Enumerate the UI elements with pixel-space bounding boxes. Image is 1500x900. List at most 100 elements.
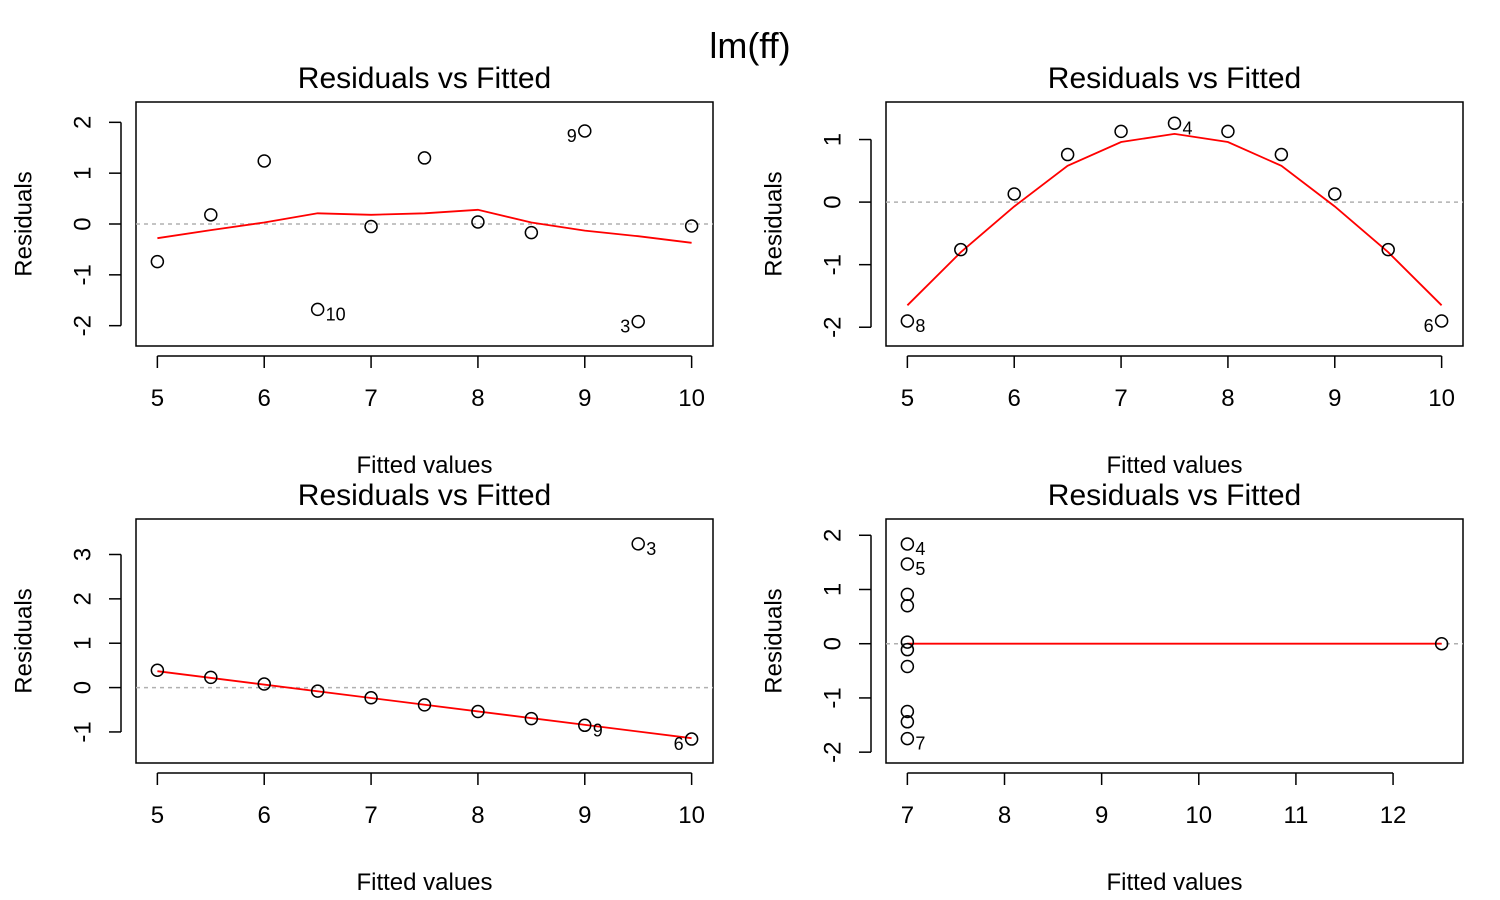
panel-title: Residuals vs Fitted bbox=[1048, 62, 1301, 95]
data-point bbox=[417, 151, 432, 165]
data-point bbox=[684, 732, 699, 746]
x-tick-label: 8 bbox=[1221, 385, 1234, 412]
y-tick-label: 3 bbox=[70, 548, 97, 561]
x-tick-label: 10 bbox=[1428, 385, 1455, 412]
data-point bbox=[204, 208, 218, 222]
data-point bbox=[1274, 147, 1289, 162]
data-point bbox=[471, 704, 485, 719]
figure-title: lm(ff) bbox=[709, 25, 790, 66]
x-tick-label: 9 bbox=[578, 385, 591, 412]
panel-title: Residuals vs Fitted bbox=[1048, 479, 1301, 512]
x-tick-label: 12 bbox=[1380, 802, 1407, 829]
point-label: 4 bbox=[915, 539, 925, 559]
data-point bbox=[524, 225, 539, 240]
x-tick-label: 5 bbox=[901, 385, 914, 412]
data-point bbox=[257, 154, 271, 168]
data-point bbox=[310, 302, 325, 317]
point-label: 5 bbox=[915, 559, 925, 579]
y-tick-label: 1 bbox=[820, 133, 847, 146]
y-axis-label: Residuals bbox=[761, 588, 788, 693]
x-axis-label: Fitted values bbox=[1106, 869, 1242, 896]
point-label: 9 bbox=[567, 126, 577, 146]
x-tick-label: 9 bbox=[1095, 802, 1108, 829]
point-label: 7 bbox=[915, 734, 925, 754]
data-point bbox=[900, 659, 915, 674]
data-point bbox=[1167, 116, 1182, 131]
point-label: 6 bbox=[1424, 316, 1434, 336]
y-tick-label: 0 bbox=[70, 681, 97, 694]
x-tick-label: 5 bbox=[151, 802, 164, 829]
x-tick-label: 10 bbox=[1185, 802, 1212, 829]
x-tick-label: 6 bbox=[258, 385, 271, 412]
panel-1: Residuals vs Fitted 5 6 7 8 9 10 -2 -1 0 1 2 Fitted … bbox=[11, 62, 714, 479]
x-tick-label: 10 bbox=[678, 802, 705, 829]
x-tick-label: 5 bbox=[151, 385, 164, 412]
y-tick-label: -1 bbox=[70, 721, 97, 742]
data-point bbox=[364, 219, 378, 234]
data-point bbox=[310, 684, 325, 698]
plot-frame bbox=[885, 101, 1464, 347]
data-point bbox=[900, 635, 915, 649]
y-tick-label: 1 bbox=[820, 583, 847, 596]
y-tick-label: -1 bbox=[70, 264, 97, 285]
panel-3: Residuals vs Fitted 5 6 7 8 9 10 -1 0 1 2 3 Fitted v… bbox=[11, 479, 714, 896]
y-tick-label: 1 bbox=[70, 166, 97, 179]
y-axis-label: Residuals bbox=[761, 171, 788, 276]
y-tick-label: 0 bbox=[820, 637, 847, 650]
data-point bbox=[1328, 187, 1342, 201]
data-point bbox=[1114, 124, 1128, 139]
x-tick-label: 7 bbox=[364, 385, 377, 412]
point-label: 6 bbox=[674, 734, 684, 754]
data-point bbox=[1221, 124, 1235, 139]
plot-frame bbox=[885, 518, 1464, 764]
point-label: 4 bbox=[1183, 118, 1193, 138]
point-label: 8 bbox=[915, 316, 925, 336]
x-axis-label: Fitted values bbox=[356, 452, 492, 479]
data-point bbox=[1434, 636, 1449, 651]
panel-title: Residuals vs Fitted bbox=[298, 62, 551, 95]
y-tick-label: 0 bbox=[70, 217, 97, 230]
x-tick-label: 6 bbox=[1008, 385, 1021, 412]
x-tick-label: 11 bbox=[1283, 802, 1308, 829]
data-point bbox=[631, 314, 645, 329]
data-point bbox=[900, 715, 915, 729]
plot-frame bbox=[135, 518, 714, 764]
data-point bbox=[900, 537, 915, 551]
x-tick-label: 7 bbox=[1114, 385, 1127, 412]
data-point bbox=[471, 215, 485, 229]
y-tick-label: -2 bbox=[820, 741, 847, 762]
y-tick-label: 2 bbox=[820, 529, 847, 542]
data-point bbox=[1007, 187, 1021, 201]
y-tick-label: 0 bbox=[820, 195, 847, 208]
data-point bbox=[578, 718, 592, 733]
y-tick-label: 1 bbox=[70, 637, 97, 650]
data-point bbox=[900, 704, 915, 719]
data-point bbox=[631, 537, 645, 551]
data-point bbox=[364, 691, 378, 705]
y-tick-label: 2 bbox=[70, 116, 97, 129]
data-point bbox=[900, 557, 915, 571]
data-point bbox=[900, 314, 915, 328]
data-point bbox=[954, 242, 968, 257]
x-axis-label: Fitted values bbox=[1106, 452, 1242, 479]
x-tick-label: 7 bbox=[364, 802, 377, 829]
y-tick-label: -2 bbox=[70, 315, 97, 336]
x-axis-label: Fitted values bbox=[356, 869, 492, 896]
data-point bbox=[900, 731, 915, 746]
x-tick-label: 7 bbox=[901, 802, 914, 829]
data-point bbox=[257, 677, 271, 691]
x-tick-label: 8 bbox=[998, 802, 1011, 829]
x-tick-label: 8 bbox=[471, 385, 484, 412]
smooth-line bbox=[157, 670, 692, 740]
point-label: 3 bbox=[646, 539, 656, 559]
point-label: 10 bbox=[326, 304, 346, 324]
smooth-line bbox=[157, 208, 692, 244]
data-point bbox=[578, 124, 592, 138]
point-label: 3 bbox=[620, 317, 630, 337]
x-tick-label: 6 bbox=[258, 802, 271, 829]
y-axis-label: Residuals bbox=[11, 588, 38, 693]
y-axis-label: Residuals bbox=[11, 171, 38, 276]
x-tick-label: 8 bbox=[471, 802, 484, 829]
x-tick-label: 9 bbox=[578, 802, 591, 829]
